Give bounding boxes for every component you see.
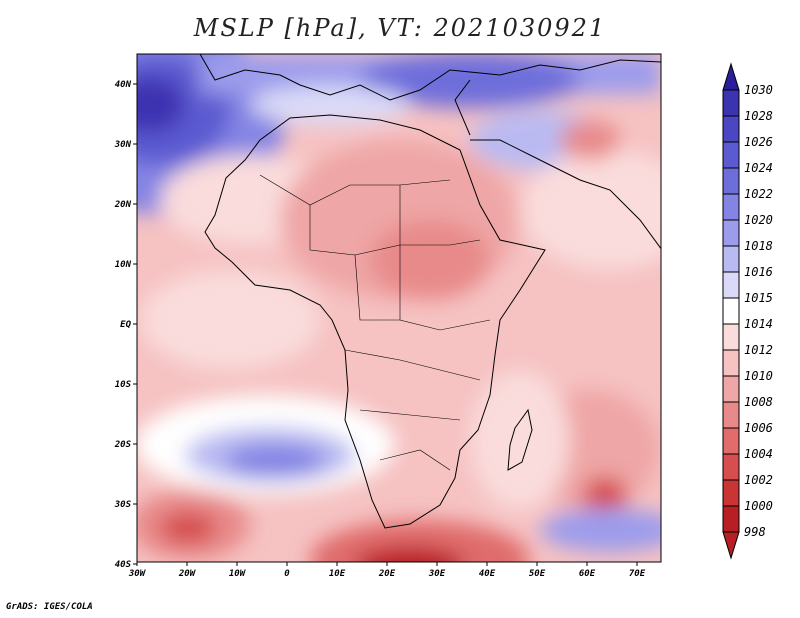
pressure-field xyxy=(137,54,661,562)
colorbar-label: 1024 xyxy=(744,161,773,175)
lat-label: 30N xyxy=(114,140,132,150)
colorbar-bottom-arrow xyxy=(722,531,740,560)
colorbar-label: 1028 xyxy=(744,109,773,123)
colorbar-label: 1022 xyxy=(744,187,773,201)
colorbar-label: 1018 xyxy=(744,239,773,253)
lon-label: 40E xyxy=(479,569,496,579)
colorbar-swatch xyxy=(722,505,740,533)
colorbar-swatch xyxy=(722,323,740,351)
colorbar-swatch xyxy=(722,245,740,273)
colorbar-swatch xyxy=(722,427,740,455)
colorbar-label: 1016 xyxy=(744,265,773,279)
colorbar-swatch xyxy=(722,297,740,325)
colorbar-swatch xyxy=(722,115,740,143)
lon-label: 30E xyxy=(428,569,446,579)
lat-label: 10S xyxy=(115,380,132,390)
colorbar-label: 1008 xyxy=(744,395,773,409)
colorbar-swatch xyxy=(722,375,740,403)
lon-label: 30W xyxy=(128,569,147,579)
colorbar-swatch xyxy=(722,479,740,507)
colorbar-label: 1010 xyxy=(744,369,773,383)
lat-label: EQ xyxy=(120,320,131,330)
lat-label: 20S xyxy=(114,440,132,450)
country-borders xyxy=(259,174,491,471)
colorbar-label: 1006 xyxy=(744,421,773,435)
lat-label: 40S xyxy=(115,560,132,570)
colorbar-swatch xyxy=(722,349,740,377)
colorbar-label: 1004 xyxy=(744,447,773,461)
lon-label: 0 xyxy=(284,569,290,579)
lon-label: 20W xyxy=(178,569,197,579)
lat-label: 40N xyxy=(115,80,132,90)
colorbar-top-arrow xyxy=(722,62,740,91)
colorbar-swatch xyxy=(722,89,740,117)
colorbar-swatch xyxy=(722,167,740,195)
latitude-axis: 40N 30N 20N 10N EQ 10S 20S 30S 40S xyxy=(114,80,137,570)
lon-label: 10W xyxy=(229,569,247,579)
colorbar-label: 1026 xyxy=(744,135,773,149)
lat-label: 10N xyxy=(115,260,132,270)
lon-label: 20E xyxy=(378,569,396,579)
colorbar-swatch xyxy=(722,219,740,247)
coastlines xyxy=(199,54,661,529)
colorbar: 1030 1028 1026 1024 1022 1020 1018 1016 1015 1014… xyxy=(722,62,773,560)
colorbar-swatch xyxy=(722,401,740,429)
plot-frame xyxy=(136,53,662,563)
colorbar-swatch xyxy=(722,271,740,299)
lat-label: 30S xyxy=(114,500,132,510)
colorbar-label: 1015 xyxy=(744,291,773,305)
colorbar-swatch xyxy=(722,453,740,481)
lat-label: 20N xyxy=(114,200,132,210)
lon-label: 70E xyxy=(629,569,646,579)
lon-label: 50E xyxy=(529,569,546,579)
colorbar-label: 1020 xyxy=(744,213,773,227)
longitude-axis: 30W 20W 10W 0 10E 20E 30E 40E 50E 60E 70E xyxy=(128,562,646,579)
colorbar-swatch xyxy=(722,193,740,221)
colorbar-label: 1000 xyxy=(744,499,773,513)
colorbar-label: 1002 xyxy=(744,473,773,487)
colorbar-label: 1012 xyxy=(744,343,773,357)
colorbar-label: 998 xyxy=(744,525,766,539)
lon-label: 60E xyxy=(579,569,596,579)
colorbar-label: 1014 xyxy=(744,317,773,331)
grads-credit: GrADS: IGES/COLA xyxy=(6,602,93,612)
lon-label: 10E xyxy=(329,569,346,579)
colorbar-label: 1030 xyxy=(744,83,773,97)
map-title: MSLP [hPa], VT: 2021030921 xyxy=(193,14,607,42)
colorbar-swatch xyxy=(722,141,740,169)
